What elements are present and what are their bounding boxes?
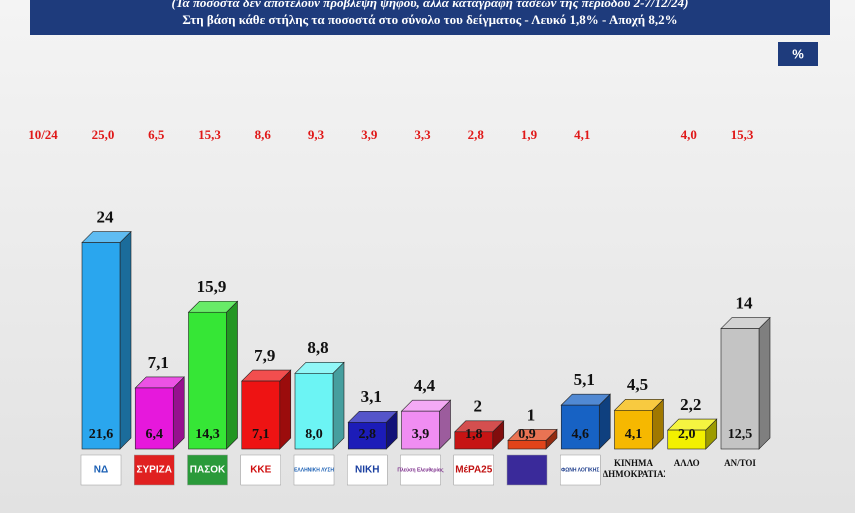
previous-value: 2,8 bbox=[468, 127, 485, 142]
category-label: Πλεύση Ελευθερίας bbox=[397, 467, 444, 473]
value-label: 24 bbox=[97, 208, 115, 227]
bar-side bbox=[332, 361, 345, 450]
bar-side bbox=[279, 369, 292, 450]
base-value-label: 4,6 bbox=[572, 427, 590, 442]
party-logo bbox=[506, 454, 548, 486]
bar bbox=[81, 242, 121, 450]
party-logo bbox=[400, 454, 441, 486]
category-label: ΣΥΡΙΖΑ bbox=[137, 465, 172, 476]
value-label: 4,4 bbox=[414, 376, 436, 395]
base-value-label: 21,6 bbox=[89, 427, 114, 442]
party-logo bbox=[187, 454, 228, 486]
bar bbox=[614, 409, 653, 450]
category-label: ΜέΡΑ25 bbox=[455, 465, 493, 476]
bar bbox=[188, 311, 227, 450]
bar bbox=[667, 429, 707, 450]
base-value-label: 12,5 bbox=[728, 427, 753, 442]
category-label: ΝΔ bbox=[94, 465, 108, 476]
party-logo bbox=[80, 454, 122, 486]
previous-value: 6,5 bbox=[148, 127, 165, 142]
header-banner bbox=[30, 0, 830, 35]
category-label: ΠΑΣΟΚ bbox=[190, 465, 226, 476]
value-label: 7,9 bbox=[254, 346, 275, 365]
previous-value: 3,9 bbox=[361, 127, 378, 142]
bar bbox=[507, 440, 547, 450]
previous-value: 15,3 bbox=[731, 127, 754, 142]
base-value-label: 6,4 bbox=[146, 427, 164, 442]
previous-value: 4,0 bbox=[681, 127, 697, 142]
base-value-label: 7,1 bbox=[252, 427, 270, 442]
value-label: 8,8 bbox=[307, 338, 328, 357]
base-value-label: 8,0 bbox=[305, 427, 323, 442]
value-label: 2 bbox=[474, 397, 483, 416]
bar bbox=[560, 404, 600, 450]
bar bbox=[720, 328, 760, 450]
category-label: ΕΛΛΗΝΙΚΗ ΛΥΣΗ bbox=[294, 467, 334, 473]
value-label: 1 bbox=[527, 405, 536, 424]
value-label: 14 bbox=[736, 294, 754, 313]
bar bbox=[241, 380, 281, 450]
value-label: 4,5 bbox=[627, 375, 648, 394]
unit-label: % bbox=[792, 46, 804, 61]
category-label: ΑΝ/ΤΟΙ bbox=[724, 458, 756, 468]
previous-value: 8,6 bbox=[255, 127, 272, 142]
category-box: ΑΝ/ΤΟΙ bbox=[724, 458, 756, 468]
bar-side bbox=[226, 300, 238, 450]
previous-value: 3,3 bbox=[414, 127, 431, 142]
base-value-label: 14,3 bbox=[195, 427, 220, 442]
previous-value: 1,9 bbox=[521, 127, 538, 142]
party-logo bbox=[347, 454, 388, 486]
bar-side bbox=[758, 316, 771, 450]
bar bbox=[294, 373, 334, 450]
bar bbox=[454, 431, 494, 450]
bar bbox=[401, 410, 440, 450]
party-logo bbox=[560, 454, 601, 486]
base-value-label: 0,9 bbox=[518, 427, 536, 442]
base-value-label: 1,8 bbox=[465, 427, 483, 442]
party-logo bbox=[453, 454, 494, 486]
category-label: ΚΙΝΗΜΑ ΔΗΜΟΚΡΑΤΙΑΣ bbox=[602, 458, 665, 479]
category-label: ΑΛΛΟ bbox=[673, 458, 700, 468]
base-value-label: 2,8 bbox=[359, 427, 377, 442]
previous-value: 4,1 bbox=[574, 127, 590, 142]
header-line: Στη βάση κάθε στήλης τα ποσοστά στο σύνο… bbox=[182, 12, 677, 27]
category-label: ΝΙΚΗ bbox=[355, 465, 379, 476]
bar bbox=[134, 387, 174, 450]
value-label: 3,1 bbox=[361, 387, 382, 406]
previous-label: 10/24 bbox=[28, 127, 58, 142]
header-line: (Τα ποσοστά δεν αποτελούν πρόβλεψη ψήφου… bbox=[171, 0, 688, 10]
base-value-label: 4,1 bbox=[625, 427, 643, 442]
previous-value: 15,3 bbox=[198, 127, 221, 142]
category-box: ΚΙΝΗΜΑ ΔΗΜΟΚΡΑΤΙΑΣ bbox=[602, 458, 665, 479]
value-label: 2,2 bbox=[680, 395, 701, 414]
category-box: ΑΛΛΟ bbox=[673, 458, 700, 468]
bar bbox=[347, 422, 387, 450]
unit-box bbox=[778, 42, 818, 66]
previous-value: 25,0 bbox=[92, 127, 115, 142]
party-logo bbox=[293, 454, 335, 486]
value-label: 7,1 bbox=[148, 353, 169, 372]
category-label: ΦΩΝΗ ΛΟΓΙΚΗΣ bbox=[561, 467, 599, 473]
bar-side bbox=[119, 230, 132, 450]
category-label: ΚΚΕ bbox=[250, 465, 271, 476]
value-label: 5,1 bbox=[574, 370, 595, 389]
bar-side bbox=[172, 376, 185, 450]
base-value-label: 2,0 bbox=[678, 427, 696, 442]
value-label: 15,9 bbox=[197, 277, 227, 296]
party-logo bbox=[240, 454, 281, 486]
base-value-label: 3,9 bbox=[412, 427, 430, 442]
party-logo bbox=[134, 454, 175, 486]
previous-value: 9,3 bbox=[308, 127, 325, 142]
